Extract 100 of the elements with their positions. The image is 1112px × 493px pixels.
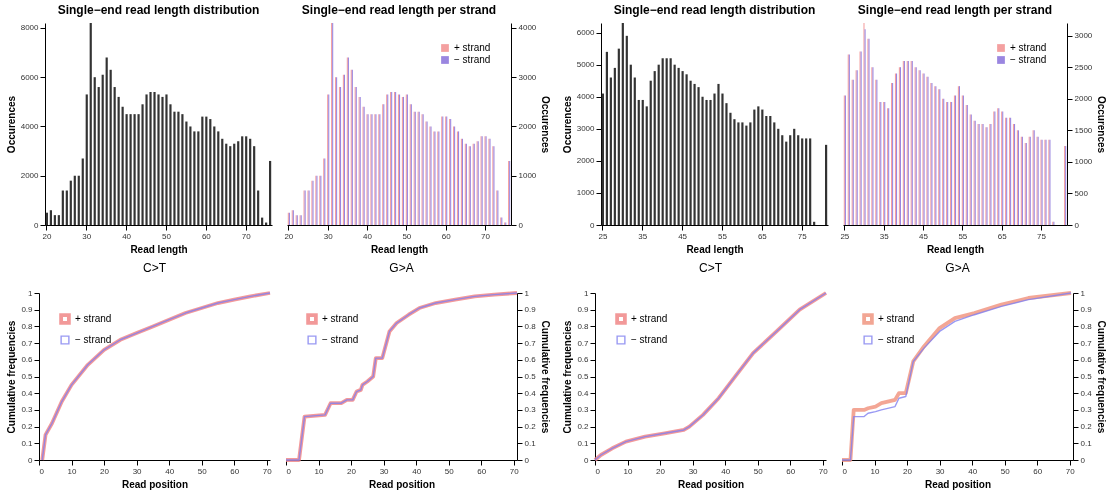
x-tick-label: 20	[42, 231, 52, 241]
y-tick-label: 0	[28, 455, 34, 465]
x-tick-label: 70	[262, 466, 273, 476]
y-axis-title: Occurences	[561, 95, 573, 154]
y2-tick-label: 0.8	[1080, 321, 1093, 331]
y2-tick-label: 0.9	[1080, 305, 1093, 315]
y-tick-label: 0.8	[21, 321, 34, 331]
x-tick-label: 45	[919, 231, 929, 241]
x-tick-label: 50	[753, 466, 764, 476]
y-tick-label: 0	[34, 220, 40, 230]
y2-tick-label: 1	[524, 288, 530, 298]
y2-tick-label: 0.9	[524, 305, 537, 315]
x-tick-label: 75	[797, 231, 808, 241]
legend-label: + strand	[322, 313, 359, 324]
y2-tick-label: 0.3	[1080, 405, 1093, 415]
y2-tick-label: 0.5	[524, 372, 537, 381]
x-tick-label: 50	[402, 231, 412, 241]
y2-tick-label: 0.6	[1080, 355, 1093, 365]
y-axis-title: Cumulative frequencies	[562, 320, 574, 434]
y2-tick-label: 2000	[518, 121, 537, 131]
x-axis-title: Read position	[677, 478, 745, 490]
y2-tick-label: 0.6	[524, 355, 537, 365]
y-tick-label: 0.5	[577, 372, 590, 381]
y-tick-label: 0.2	[577, 422, 590, 432]
chart-title: Single−end read length distribution	[57, 3, 260, 17]
y-axis-title: Occurences	[5, 95, 17, 154]
y-tick-label: 5000	[576, 60, 596, 70]
x-tick-label: 20	[347, 466, 357, 476]
x-tick-label: 30	[935, 466, 946, 476]
x-axis-title: Read position	[121, 478, 189, 490]
y2-tick-label: 3000	[1074, 31, 1093, 41]
x-axis-title: Read length	[686, 243, 744, 255]
x-tick-label: 30	[688, 466, 699, 476]
y2-tick-label: 0	[1074, 220, 1080, 230]
legend-label: + strand	[1010, 42, 1047, 53]
x-tick-label: 50	[444, 466, 455, 476]
x-tick-label: 70	[818, 466, 829, 476]
y-axis-title: Cumulative frequencies	[6, 320, 18, 434]
y-tick-label: 0.6	[577, 355, 590, 365]
x-tick-label: 60	[786, 466, 796, 476]
x-tick-label: 25	[840, 231, 850, 241]
x-tick-label: 60	[1033, 466, 1043, 476]
chart-title: Single−end read length per strand	[857, 3, 1053, 17]
legend-label: + strand	[75, 313, 112, 324]
x-tick-label: 20	[903, 466, 913, 476]
x-tick-label: 50	[197, 466, 208, 476]
x-tick-label: 40	[412, 466, 422, 476]
x-tick-label: 40	[165, 466, 175, 476]
x-tick-label: 35	[879, 231, 890, 241]
legend-label: − strand	[631, 334, 668, 345]
x-tick-label: 25	[598, 231, 608, 241]
y-tick-label: 8000	[20, 23, 40, 33]
x-tick-label: 45	[678, 231, 688, 241]
y2-tick-label: 1500	[1074, 125, 1093, 135]
y2-tick-label: 3000	[518, 72, 537, 82]
y2-tick-label: 4000	[518, 23, 537, 33]
legend-label: + strand	[878, 313, 915, 324]
x-tick-label: 70	[241, 231, 252, 241]
y-tick-label: 0.9	[577, 305, 590, 315]
chart-title: G>A	[389, 261, 414, 275]
y-tick-label: 6000	[576, 28, 596, 38]
x-tick-label: 60	[477, 466, 487, 476]
y2-axis-title: Occurences	[1096, 95, 1108, 154]
x-tick-label: 0	[842, 466, 848, 476]
x-tick-label: 40	[721, 466, 731, 476]
y-tick-label: 0.4	[577, 388, 590, 398]
y2-tick-label: 0.2	[524, 422, 537, 432]
y-tick-label: 3000	[576, 124, 596, 134]
legend-label: − strand	[454, 54, 491, 65]
y-tick-label: 0.1	[21, 438, 34, 448]
y-tick-label: 0.1	[577, 438, 590, 448]
x-tick-label: 30	[132, 466, 143, 476]
x-tick-label: 20	[284, 231, 294, 241]
x-axis-title: Read length	[926, 243, 985, 255]
x-tick-label: 30	[82, 231, 92, 241]
x-tick-label: 60	[441, 231, 452, 241]
x-tick-label: 10	[623, 466, 634, 476]
x-tick-label: 55	[958, 231, 968, 241]
x-tick-label: 60	[230, 466, 240, 476]
y2-axis-title: Cumulative frequencies	[539, 320, 551, 434]
y-tick-label: 0.4	[21, 388, 34, 398]
x-tick-label: 0	[286, 466, 292, 476]
x-tick-label: 40	[122, 231, 132, 241]
y2-tick-label: 0.7	[1080, 338, 1093, 348]
y2-tick-label: 1	[1080, 288, 1086, 298]
x-tick-label: 70	[481, 231, 491, 241]
legend-label: − strand	[75, 334, 112, 345]
x-tick-label: 40	[363, 231, 373, 241]
y-tick-label: 1	[584, 288, 590, 298]
x-tick-label: 50	[162, 231, 172, 241]
y2-tick-label: 0.1	[524, 438, 537, 448]
y-tick-label: 6000	[20, 72, 40, 82]
chart-title: Single−end read length distribution	[613, 3, 816, 17]
y-tick-label: 0.3	[577, 405, 590, 415]
legend-label: + strand	[454, 42, 491, 53]
y2-tick-label: 500	[1074, 188, 1089, 198]
legend-label: + strand	[631, 313, 668, 324]
y2-tick-label: 0.3	[524, 405, 537, 415]
chart-title: C>T	[698, 261, 723, 275]
y2-tick-label: 1000	[518, 171, 537, 181]
